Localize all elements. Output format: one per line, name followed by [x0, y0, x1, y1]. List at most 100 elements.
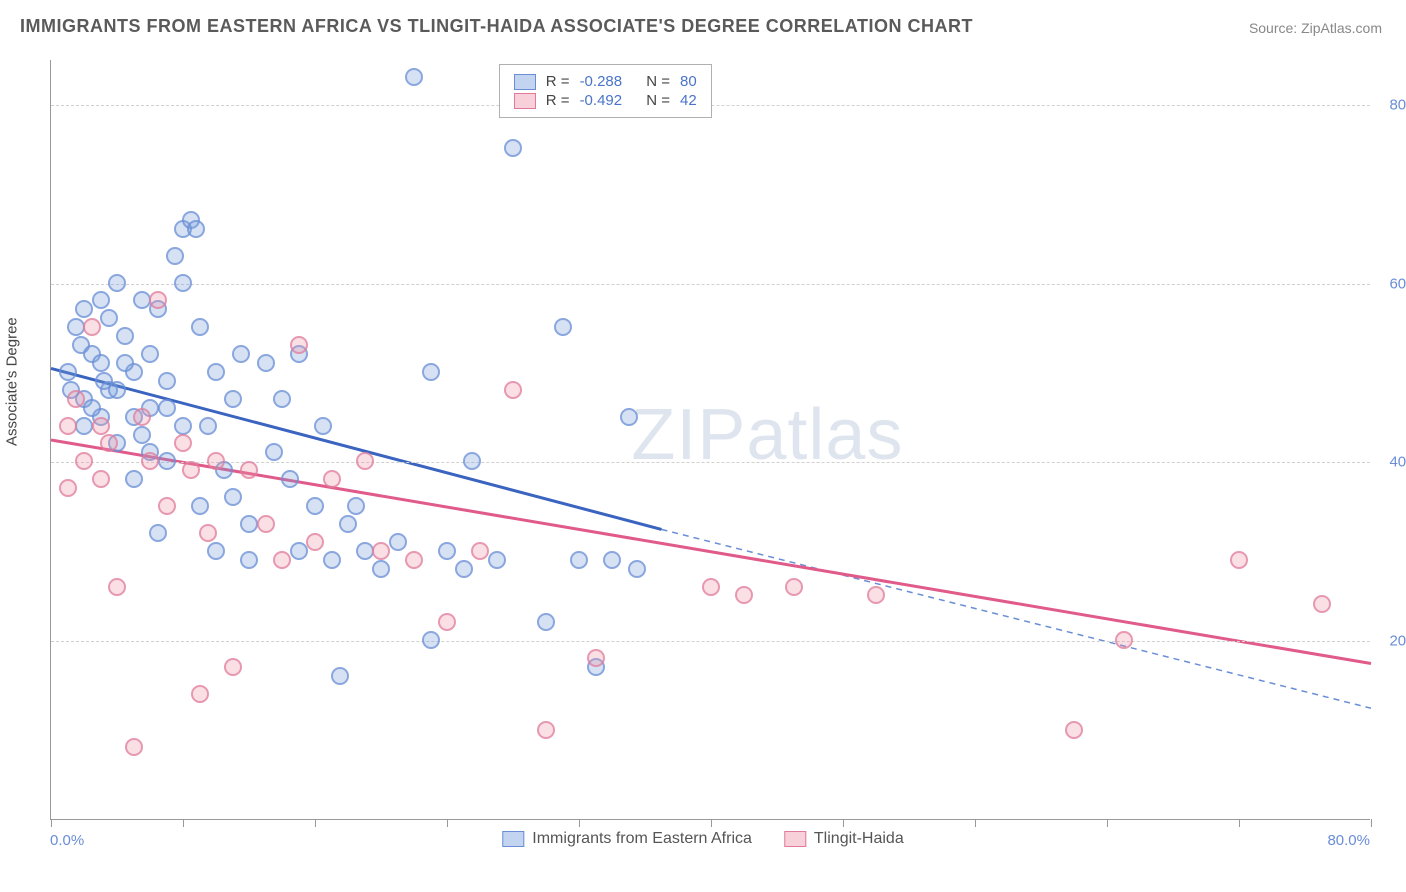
- data-point: [83, 399, 101, 417]
- data-point: [141, 399, 159, 417]
- data-point: [100, 381, 118, 399]
- data-point: [174, 417, 192, 435]
- data-point: [628, 560, 646, 578]
- data-point: [59, 479, 77, 497]
- data-point: [306, 497, 324, 515]
- data-point: [59, 363, 77, 381]
- data-point: [207, 542, 225, 560]
- data-point: [191, 497, 209, 515]
- data-point: [620, 408, 638, 426]
- y-tick-label: 80.0%: [1389, 96, 1406, 113]
- x-tick: [315, 819, 316, 827]
- series-legend-item: Immigrants from Eastern Africa: [502, 830, 752, 848]
- source-attribution: Source: ZipAtlas.com: [1249, 20, 1382, 36]
- data-point: [125, 470, 143, 488]
- data-point: [504, 139, 522, 157]
- data-point: [108, 578, 126, 596]
- chart-title: IMMIGRANTS FROM EASTERN AFRICA VS TLINGI…: [20, 16, 973, 37]
- r-value: -0.288: [580, 73, 623, 90]
- data-point: [92, 291, 110, 309]
- data-point: [207, 363, 225, 381]
- data-point: [75, 390, 93, 408]
- legend-swatch: [784, 831, 806, 847]
- series-legend: Immigrants from Eastern Africa Tlingit-Ha…: [502, 830, 903, 848]
- gridline: [51, 641, 1370, 642]
- data-point: [537, 613, 555, 631]
- x-tick: [711, 819, 712, 827]
- data-point: [158, 399, 176, 417]
- r-label: R =: [546, 73, 570, 90]
- n-label: N =: [646, 92, 670, 109]
- data-point: [141, 443, 159, 461]
- data-point: [187, 220, 205, 238]
- data-point: [133, 426, 151, 444]
- data-point: [339, 515, 357, 533]
- data-point: [191, 685, 209, 703]
- x-tick: [183, 819, 184, 827]
- watermark: ZIPatlas: [631, 394, 903, 476]
- legend-row: R = -0.288 N = 80: [514, 73, 697, 90]
- n-value: 42: [680, 92, 697, 109]
- x-tick: [447, 819, 448, 827]
- data-point: [75, 300, 93, 318]
- data-point: [405, 551, 423, 569]
- data-point: [125, 363, 143, 381]
- data-point: [438, 613, 456, 631]
- data-point: [257, 515, 275, 533]
- data-point: [372, 542, 390, 560]
- data-point: [1065, 721, 1083, 739]
- x-axis-max-label: 80.0%: [1327, 832, 1370, 849]
- data-point: [306, 533, 324, 551]
- data-point: [149, 300, 167, 318]
- data-point: [240, 515, 258, 533]
- n-label: N =: [646, 73, 670, 90]
- n-value: 80: [680, 73, 697, 90]
- data-point: [59, 417, 77, 435]
- plot-area: ZIPatlas 20.0%40.0%60.0%80.0%: [50, 60, 1370, 820]
- r-label: R =: [546, 92, 570, 109]
- x-tick: [1371, 819, 1372, 827]
- data-point: [215, 461, 233, 479]
- data-point: [166, 247, 184, 265]
- data-point: [174, 220, 192, 238]
- series-label: Immigrants from Eastern Africa: [532, 830, 752, 848]
- trend-line: [51, 440, 1371, 664]
- data-point: [240, 551, 258, 569]
- x-tick: [843, 819, 844, 827]
- legend-swatch: [514, 93, 536, 109]
- x-tick: [51, 819, 52, 827]
- data-point: [158, 372, 176, 390]
- data-point: [95, 372, 113, 390]
- series-label: Tlingit-Haida: [814, 830, 904, 848]
- data-point: [537, 721, 555, 739]
- data-point: [133, 291, 151, 309]
- data-point: [347, 497, 365, 515]
- data-point: [182, 211, 200, 229]
- data-point: [273, 551, 291, 569]
- data-point: [174, 434, 192, 452]
- data-point: [116, 354, 134, 372]
- x-axis-min-label: 0.0%: [50, 832, 84, 849]
- data-point: [133, 408, 151, 426]
- data-point: [108, 381, 126, 399]
- data-point: [735, 586, 753, 604]
- data-point: [488, 551, 506, 569]
- gridline: [51, 284, 1370, 285]
- trend-line: [662, 529, 1372, 708]
- data-point: [149, 291, 167, 309]
- data-point: [281, 470, 299, 488]
- data-point: [603, 551, 621, 569]
- data-point: [62, 381, 80, 399]
- data-point: [323, 470, 341, 488]
- data-point: [108, 434, 126, 452]
- data-point: [116, 327, 134, 345]
- data-point: [199, 417, 217, 435]
- data-point: [471, 542, 489, 560]
- x-tick: [1107, 819, 1108, 827]
- data-point: [785, 578, 803, 596]
- data-point: [158, 497, 176, 515]
- data-point: [224, 488, 242, 506]
- data-point: [290, 345, 308, 363]
- r-value: -0.492: [580, 92, 623, 109]
- data-point: [224, 658, 242, 676]
